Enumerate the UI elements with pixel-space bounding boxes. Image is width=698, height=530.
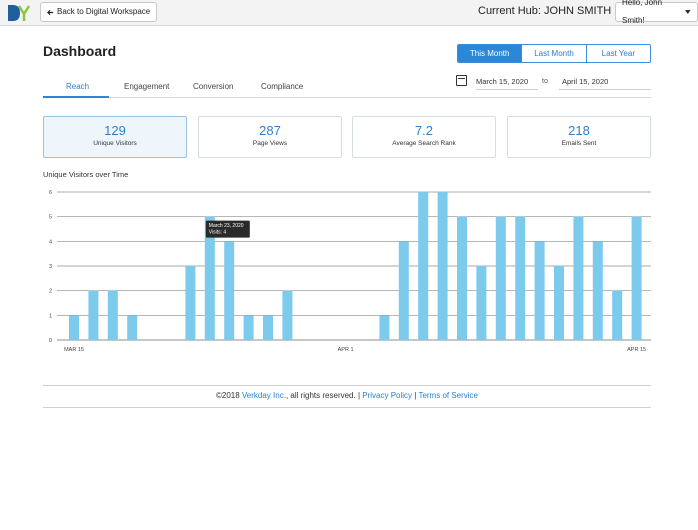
chart-bar[interactable]: [204, 216, 215, 340]
unique-visitors-chart: 0 1 2 3 4 5 6 MAR 15 APR 1 APR 15 March 23, 2020Vi…: [49, 190, 651, 353]
y-tick-label: 3: [49, 264, 52, 270]
tab-compliance[interactable]: Compliance: [261, 82, 304, 91]
active-tab-indicator: [43, 96, 109, 98]
stat-value: 7.2: [414, 123, 434, 138]
chart-bar[interactable]: [457, 216, 467, 340]
chart-bar[interactable]: [573, 216, 584, 340]
y-tick-label: 4: [49, 239, 52, 245]
y-tick-label: 6: [49, 190, 52, 196]
stat-value: 218: [568, 123, 590, 138]
company-link[interactable]: Verkday Inc.: [241, 391, 286, 400]
chart-bar[interactable]: [592, 241, 603, 340]
chart-bar[interactable]: [224, 241, 235, 340]
tab-engagement[interactable]: Engagement: [124, 82, 170, 91]
arrow-left-icon: [47, 9, 54, 15]
stat-card-unique-visitors[interactable]: 129 Unique Visitors: [43, 116, 187, 158]
chart-bar[interactable]: [612, 290, 623, 340]
back-to-workspace-button[interactable]: Back to Digital Workspace: [40, 2, 158, 22]
chart-bar[interactable]: [282, 290, 293, 340]
verkday-logo[interactable]: [4, 2, 34, 24]
footer-separator: |: [412, 391, 419, 400]
tab-reach[interactable]: Reach: [66, 82, 90, 91]
range-tab-this-month[interactable]: This Month: [458, 45, 522, 62]
tooltip-visits: Visits: 4: [209, 230, 227, 236]
chart-title: Unique Visitors over Time: [43, 170, 129, 179]
tooltip-date: March 23, 2020: [209, 223, 244, 229]
chart-bar[interactable]: [495, 216, 506, 340]
stat-label: Emails Sent: [561, 140, 597, 147]
chart-bar[interactable]: [534, 241, 545, 340]
stat-value: 129: [104, 123, 126, 138]
page-title: Dashboard: [43, 43, 117, 59]
top-bar: Back to Digital Workspace Current Hub: J…: [0, 0, 698, 26]
copyright-prefix: ©2018: [215, 391, 242, 400]
start-date-field[interactable]: March 15, 2020: [476, 73, 538, 90]
chart-bar[interactable]: [554, 266, 564, 340]
footer-divider-top: [43, 385, 651, 386]
chart-bar[interactable]: [515, 216, 526, 340]
range-tab-last-year[interactable]: Last Year: [585, 45, 650, 62]
rights-text: , all rights reserved. |: [285, 391, 363, 400]
chart-bar[interactable]: [69, 315, 79, 340]
date-range-separator: to: [542, 78, 548, 85]
calendar-icon[interactable]: [456, 75, 467, 86]
y-tick-label: 1: [49, 313, 52, 319]
chart-bar[interactable]: [243, 315, 254, 340]
chart-bar[interactable]: [631, 216, 642, 340]
footer: ©2018 Verkday Inc., all rights reserved.…: [43, 391, 651, 400]
y-tick-label: 5: [49, 215, 52, 221]
caret-down-icon: [685, 10, 691, 14]
chart-bar[interactable]: [127, 315, 138, 340]
x-tick-label: APR 1: [338, 347, 354, 353]
chart-bar[interactable]: [88, 290, 99, 340]
y-tick-label: 2: [49, 289, 52, 295]
stat-card-average-search-rank[interactable]: 7.2 Average Search Rank: [352, 116, 496, 158]
current-hub-label: Current Hub: JOHN SMITH: [478, 5, 612, 17]
stat-label: Page Views: [252, 140, 288, 147]
chart-tooltip: [205, 220, 250, 238]
end-date-field[interactable]: April 15, 2020: [559, 73, 651, 90]
chart-bar[interactable]: [476, 266, 487, 340]
stat-card-emails-sent[interactable]: 218 Emails Sent: [507, 116, 651, 158]
date-range-toggle: This Month Last Month Last Year: [457, 44, 651, 63]
back-label: Back to Digital Workspace: [57, 7, 151, 16]
x-tick-label: MAR 15: [64, 347, 84, 353]
x-tick-label: APR 15: [627, 347, 646, 353]
date-range-picker: March 15, 2020 to April 15, 2020: [456, 73, 651, 91]
terms-of-service-link[interactable]: Terms of Service: [418, 391, 479, 400]
footer-divider-bottom: [43, 407, 651, 408]
chart-bar[interactable]: [437, 192, 448, 340]
stat-value: 287: [259, 123, 281, 138]
stat-label: Average Search Rank: [392, 140, 456, 147]
privacy-policy-link[interactable]: Privacy Policy: [362, 391, 413, 400]
stat-label: Unique Visitors: [93, 140, 137, 147]
metric-tabs: Reach Engagement Conversion Compliance: [43, 78, 651, 98]
y-tick-label: 0: [49, 338, 52, 344]
chart-bar[interactable]: [379, 315, 390, 340]
range-tab-last-month[interactable]: Last Month: [521, 45, 586, 62]
user-menu-button[interactable]: Hello, John Smith!: [615, 0, 698, 25]
chart-bar[interactable]: [263, 315, 273, 340]
chart-bar[interactable]: [185, 266, 196, 340]
tab-conversion[interactable]: Conversion: [193, 82, 234, 91]
user-greeting: Hello, John Smith!: [622, 0, 663, 25]
chart-bar[interactable]: [398, 241, 409, 340]
chart-bar[interactable]: [418, 192, 429, 340]
stat-card-page-views[interactable]: 287 Page Views: [198, 116, 342, 158]
chart-bar[interactable]: [107, 290, 118, 340]
